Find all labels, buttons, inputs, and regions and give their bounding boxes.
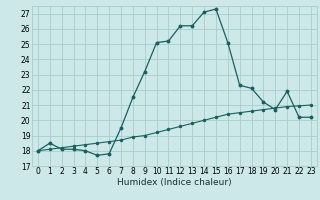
X-axis label: Humidex (Indice chaleur): Humidex (Indice chaleur) [117, 178, 232, 187]
